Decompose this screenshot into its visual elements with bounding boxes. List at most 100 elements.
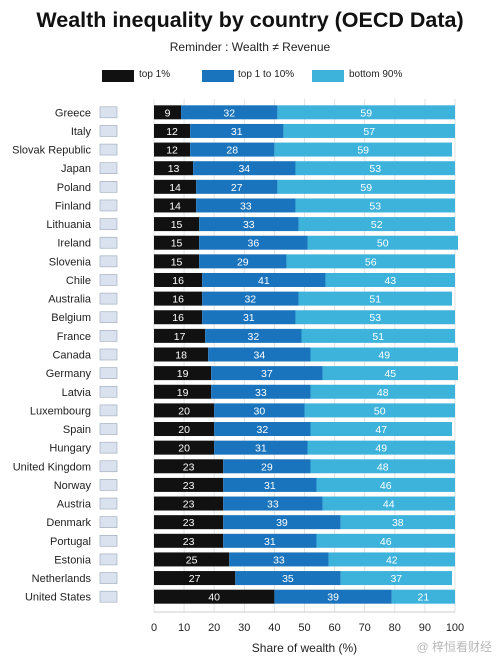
flag-icon-portugal bbox=[99, 534, 118, 547]
bar-segment bbox=[154, 291, 203, 306]
data-label: 27 bbox=[231, 182, 243, 194]
bar-segment bbox=[154, 422, 215, 437]
data-label: 12 bbox=[166, 126, 178, 138]
bar-segment bbox=[190, 123, 284, 138]
bar-segment bbox=[277, 179, 455, 194]
data-label: 47 bbox=[375, 424, 387, 436]
country-label: Slovenia bbox=[49, 256, 92, 268]
data-label: 34 bbox=[254, 350, 266, 362]
bar-segment bbox=[286, 254, 455, 269]
bar-segment bbox=[283, 123, 455, 138]
bar-segment bbox=[274, 142, 452, 157]
legend-label-bottom90: bottom 90% bbox=[349, 69, 403, 80]
data-label: 18 bbox=[175, 350, 187, 362]
bar-segment bbox=[223, 496, 323, 511]
bar-segment bbox=[202, 272, 326, 287]
country-label: Ireland bbox=[57, 238, 91, 250]
data-label: 53 bbox=[369, 200, 381, 212]
bar-segment bbox=[310, 459, 455, 474]
data-label: 32 bbox=[257, 424, 269, 436]
data-label: 53 bbox=[369, 312, 381, 324]
data-label: 16 bbox=[172, 294, 184, 306]
bar-segment bbox=[391, 589, 455, 604]
data-label: 33 bbox=[243, 219, 255, 231]
x-tick-label: 50 bbox=[298, 622, 310, 634]
bar-segment bbox=[277, 105, 455, 120]
flag-icon-united-kingdom bbox=[99, 460, 118, 473]
bar-segment bbox=[211, 384, 311, 399]
data-label: 33 bbox=[255, 387, 267, 399]
country-label: Portugal bbox=[50, 536, 91, 548]
country-label: Estonia bbox=[54, 554, 92, 566]
data-label: 27 bbox=[189, 573, 201, 585]
flag-icon-slovenia bbox=[99, 255, 118, 268]
country-label: Belgium bbox=[51, 312, 91, 324]
x-tick-label: 90 bbox=[419, 622, 431, 634]
country-label: Australia bbox=[48, 294, 92, 306]
flag-icon-chile bbox=[99, 274, 118, 286]
bar-segment bbox=[154, 459, 224, 474]
data-label: 57 bbox=[363, 126, 375, 138]
x-tick-label: 30 bbox=[238, 622, 250, 634]
bar-segment bbox=[202, 291, 299, 306]
data-label: 15 bbox=[171, 219, 183, 231]
bar-segment bbox=[310, 347, 459, 362]
bar-segment bbox=[322, 496, 455, 511]
country-label: Italy bbox=[71, 126, 92, 138]
x-tick-label: 100 bbox=[446, 622, 464, 634]
data-label: 37 bbox=[261, 368, 273, 380]
data-label: 59 bbox=[360, 182, 372, 194]
bar-segment bbox=[322, 366, 459, 381]
x-tick-label: 70 bbox=[359, 622, 371, 634]
flag-icon-italy bbox=[99, 125, 118, 137]
data-label: 16 bbox=[172, 312, 184, 324]
data-label: 31 bbox=[264, 536, 276, 548]
country-label: Luxembourg bbox=[30, 405, 91, 417]
country-label: Lithuania bbox=[46, 219, 92, 231]
country-label: Norway bbox=[54, 480, 92, 492]
bar-segment bbox=[211, 366, 323, 381]
bar-segment bbox=[301, 328, 455, 343]
bar-segment bbox=[196, 198, 296, 213]
bar-segment bbox=[154, 384, 212, 399]
data-label: 32 bbox=[223, 107, 235, 119]
flag-icon-denmark bbox=[99, 516, 118, 528]
bar-segment bbox=[223, 459, 311, 474]
country-label: Germany bbox=[46, 368, 92, 380]
data-label: 59 bbox=[360, 107, 372, 119]
data-label: 29 bbox=[237, 256, 249, 268]
country-label: Hungary bbox=[49, 443, 91, 455]
flag-icon-hungary bbox=[99, 441, 118, 454]
bar-segment bbox=[307, 235, 459, 250]
flag-icon-lithuania bbox=[99, 218, 118, 230]
data-label: 49 bbox=[375, 443, 387, 455]
bar-segment bbox=[328, 552, 455, 567]
bar-segment bbox=[154, 217, 200, 232]
bar-segment bbox=[214, 422, 311, 437]
flag-icon-luxembourg bbox=[99, 404, 118, 417]
data-label: 52 bbox=[371, 219, 383, 231]
legend-label-top1: top 1% bbox=[139, 69, 171, 80]
flag-icon-norway bbox=[99, 479, 118, 491]
data-label: 14 bbox=[169, 200, 181, 212]
data-label: 39 bbox=[327, 592, 339, 604]
bar-segment bbox=[154, 272, 203, 287]
bar-segment bbox=[340, 571, 452, 586]
bar-segment bbox=[154, 254, 200, 269]
bar-segment bbox=[214, 403, 305, 418]
bar-segment bbox=[154, 515, 224, 530]
data-label: 45 bbox=[384, 368, 396, 380]
bar-segment bbox=[154, 589, 275, 604]
flag-icon-austria bbox=[99, 497, 118, 510]
data-label: 48 bbox=[377, 461, 389, 473]
bar-segment bbox=[223, 515, 341, 530]
bar-segment bbox=[304, 403, 455, 418]
flag-icon-belgium bbox=[99, 311, 118, 324]
data-label: 15 bbox=[171, 238, 183, 250]
legend-swatch-top1 bbox=[102, 70, 134, 82]
bar-segment bbox=[154, 477, 224, 492]
flag-icon-poland bbox=[99, 181, 118, 193]
data-label: 13 bbox=[168, 163, 180, 175]
data-label: 51 bbox=[369, 294, 381, 306]
data-label: 50 bbox=[374, 405, 386, 417]
